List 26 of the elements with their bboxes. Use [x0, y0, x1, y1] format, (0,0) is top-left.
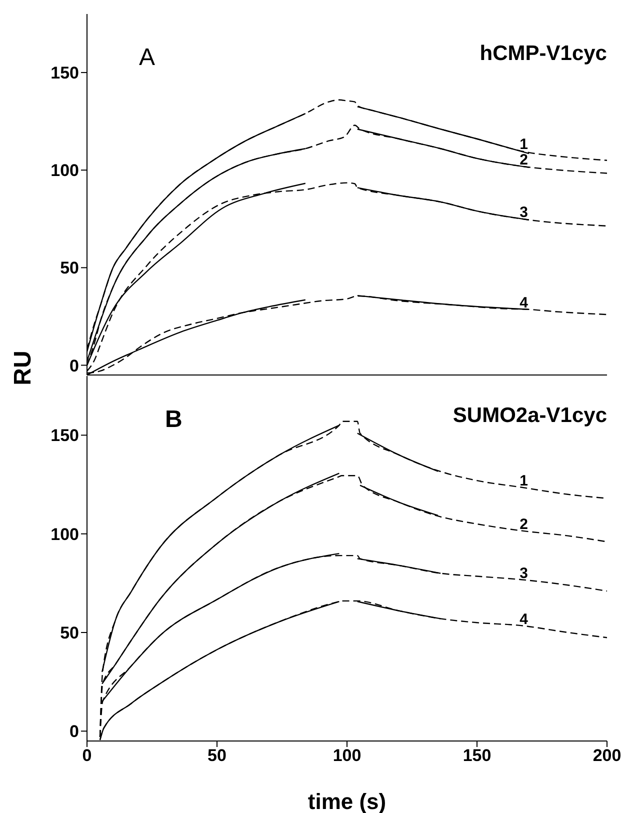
y-tick-label: 150	[50, 64, 79, 83]
series-label: 4	[520, 610, 529, 628]
y-tick-label: 0	[70, 356, 79, 376]
x-tick-label: 150	[462, 746, 492, 766]
series-label: 1	[520, 136, 528, 154]
annotation: B	[165, 406, 182, 434]
series-label: 2	[520, 151, 528, 168]
series-label: 3	[520, 204, 528, 221]
series-label: 1	[520, 472, 528, 490]
y-tick-label: 50	[60, 624, 79, 643]
x-tick-label: 200	[592, 746, 622, 766]
text: hCMP-V1cyc	[480, 42, 607, 66]
annotation: A	[139, 44, 156, 72]
y-tick-label: 100	[50, 161, 79, 180]
series-label: 4	[520, 294, 529, 312]
y-tick-label: 100	[50, 524, 79, 544]
x-tick-label: 100	[332, 746, 362, 766]
x-tick-label: 50	[208, 746, 226, 766]
series-label: 3	[520, 564, 528, 582]
y-axis-title: RU	[9, 350, 38, 386]
x-tick-label: 0	[82, 746, 92, 766]
y-tick-label: 150	[50, 426, 79, 446]
series-label: 2	[520, 516, 528, 533]
y-tick-label: 50	[60, 258, 79, 278]
text: SUMO2a-V1cyc	[452, 404, 607, 428]
y-tick-label: 0	[70, 722, 79, 742]
